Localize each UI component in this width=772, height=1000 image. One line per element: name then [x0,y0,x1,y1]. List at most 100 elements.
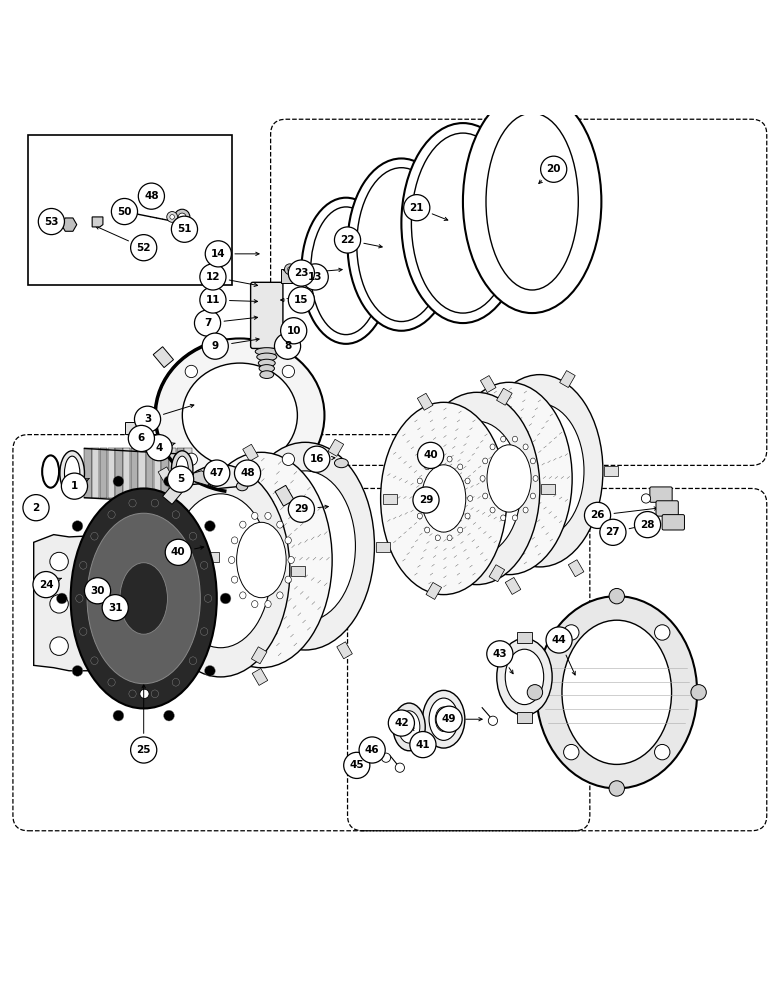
Text: 46: 46 [365,745,380,755]
Ellipse shape [171,451,193,488]
Circle shape [72,665,83,676]
Circle shape [280,318,306,344]
Ellipse shape [482,458,488,464]
Circle shape [584,502,611,528]
Ellipse shape [201,628,208,635]
Ellipse shape [523,507,528,513]
Circle shape [334,227,361,253]
Ellipse shape [232,537,238,544]
Ellipse shape [236,522,286,598]
Ellipse shape [201,562,208,569]
Bar [153,347,174,368]
Ellipse shape [458,464,462,470]
Bar [426,582,442,599]
Text: 25: 25 [137,745,151,755]
Bar [480,376,496,393]
Circle shape [303,446,330,472]
Bar [115,448,123,498]
Circle shape [202,333,229,359]
Bar [158,467,174,484]
Ellipse shape [432,421,521,556]
Ellipse shape [129,690,136,698]
FancyBboxPatch shape [251,282,283,348]
Ellipse shape [487,445,531,512]
Bar [242,444,259,461]
Ellipse shape [151,499,158,507]
Bar [275,485,294,506]
Bar [154,448,161,498]
Circle shape [50,595,68,613]
Text: 42: 42 [394,718,408,728]
Text: 14: 14 [211,249,225,259]
Ellipse shape [182,363,297,468]
Circle shape [205,241,232,267]
Ellipse shape [172,511,180,518]
Ellipse shape [76,595,83,602]
Ellipse shape [252,601,258,608]
Text: 21: 21 [409,203,424,213]
Circle shape [489,716,497,725]
Bar [560,371,575,388]
Circle shape [288,287,314,313]
Ellipse shape [458,527,462,533]
Bar [167,673,182,690]
Polygon shape [92,217,103,227]
Ellipse shape [465,478,470,484]
Ellipse shape [496,638,552,715]
Circle shape [178,213,186,221]
Bar [252,647,267,664]
Ellipse shape [414,392,540,585]
Text: 23: 23 [294,268,309,278]
Ellipse shape [447,456,452,462]
Ellipse shape [357,168,446,322]
Bar [541,484,555,494]
Circle shape [410,732,436,758]
Bar [252,668,268,685]
Text: 12: 12 [205,272,220,282]
Bar [446,476,460,486]
Bar [169,448,176,498]
Ellipse shape [260,371,274,378]
Text: 29: 29 [294,504,309,514]
Ellipse shape [285,537,291,544]
Bar [100,448,107,498]
Ellipse shape [60,451,84,495]
Ellipse shape [435,456,440,462]
Text: 48: 48 [240,468,255,478]
Ellipse shape [191,452,332,668]
Circle shape [168,466,194,492]
Bar [291,566,305,576]
Ellipse shape [259,365,275,372]
Ellipse shape [562,620,672,764]
Text: 30: 30 [90,586,105,596]
Text: 41: 41 [415,740,430,750]
Text: 10: 10 [286,326,301,336]
Ellipse shape [87,513,200,684]
Circle shape [195,310,221,336]
Ellipse shape [425,464,430,470]
Circle shape [140,689,149,698]
Circle shape [200,264,226,290]
Circle shape [33,572,59,598]
Bar [489,565,505,582]
Text: 47: 47 [209,468,224,478]
Circle shape [291,272,296,276]
Circle shape [220,593,231,604]
Circle shape [655,744,670,760]
Bar [163,483,183,504]
Text: 4: 4 [155,443,163,453]
Circle shape [609,781,625,796]
Ellipse shape [256,348,279,355]
Ellipse shape [401,123,524,323]
Bar [120,576,134,586]
Ellipse shape [265,601,271,608]
Circle shape [540,156,567,182]
FancyBboxPatch shape [656,501,679,516]
Ellipse shape [239,521,246,528]
Ellipse shape [334,458,348,468]
Text: 31: 31 [108,603,123,613]
Ellipse shape [465,513,470,519]
Bar [280,269,297,283]
Circle shape [205,521,215,531]
Ellipse shape [429,698,459,740]
